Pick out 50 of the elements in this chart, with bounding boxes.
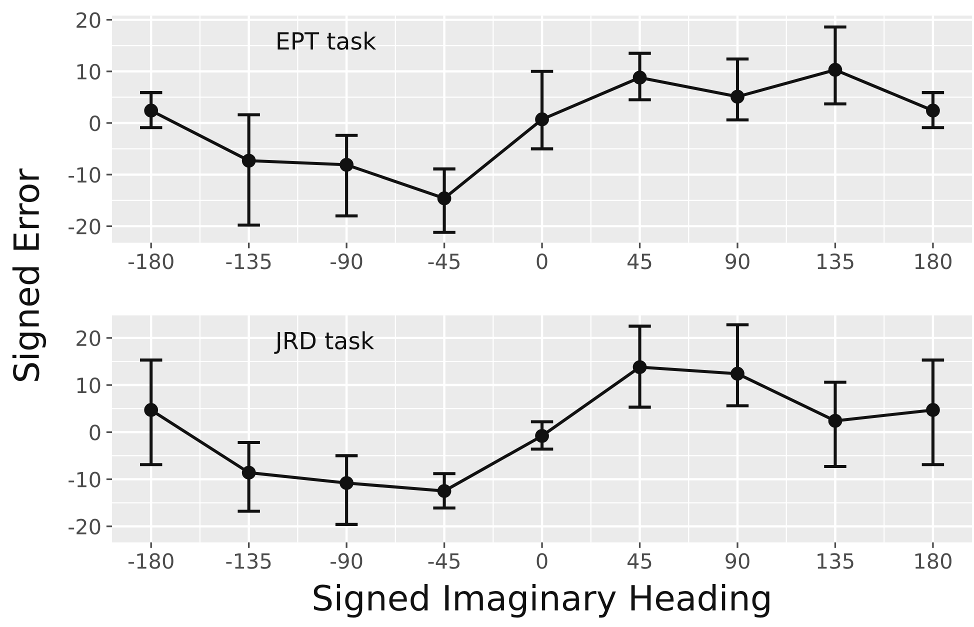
x-tick-label: 135 [818, 553, 854, 569]
x-tick-label: -135 [226, 553, 271, 569]
x-tick-label: -90 [330, 253, 362, 270]
y-tick-label: -20 [68, 218, 100, 234]
y-axis-title: Signed Error [12, 168, 46, 381]
point [437, 484, 452, 498]
x-tick-label: 90 [726, 553, 750, 569]
point [828, 414, 842, 428]
point [828, 62, 842, 77]
y-tick-label: 10 [77, 64, 100, 80]
point [242, 466, 256, 480]
y-tick-label: 0 [90, 424, 100, 440]
x-tick-label: 0 [536, 253, 548, 270]
point [340, 476, 354, 490]
point [144, 104, 158, 118]
x-tick-label: 135 [818, 253, 854, 270]
point [926, 104, 940, 118]
y-tick-label: -20 [68, 518, 100, 535]
annotation: EPT task [278, 32, 376, 50]
point [437, 191, 452, 206]
x-tick-label: 45 [628, 254, 652, 270]
x-tick-label: 90 [726, 253, 750, 270]
y-tick-label: -10 [68, 167, 100, 183]
x-tick-label: 0 [536, 553, 548, 569]
x-tick-label: -45 [428, 553, 460, 569]
y-tick-label: -10 [68, 472, 100, 488]
y-tick-label: 10 [77, 377, 100, 394]
x-tick-label: -90 [330, 553, 362, 569]
x-tick-label: 45 [628, 553, 652, 569]
point [926, 403, 940, 417]
point [340, 158, 354, 172]
annotation: JRD task [274, 331, 374, 354]
point [535, 428, 549, 443]
x-tick-label: -45 [428, 254, 460, 270]
y-tick-label: 20 [76, 330, 100, 346]
point [730, 90, 744, 104]
y-tick-label: 0 [90, 115, 100, 132]
x-tick-label: -180 [128, 553, 174, 569]
point [632, 360, 647, 374]
x-axis-title: Signed Imaginary Heading [314, 584, 770, 618]
x-tick-label: -180 [128, 253, 174, 270]
x-tick-label: 180 [915, 553, 952, 569]
point [632, 70, 647, 85]
point [535, 112, 549, 126]
x-tick-label: 180 [915, 253, 952, 270]
y-tick-label: 20 [76, 12, 100, 28]
x-tick-label: -135 [226, 253, 271, 270]
point [144, 403, 158, 417]
point [730, 366, 744, 381]
point [242, 154, 256, 168]
